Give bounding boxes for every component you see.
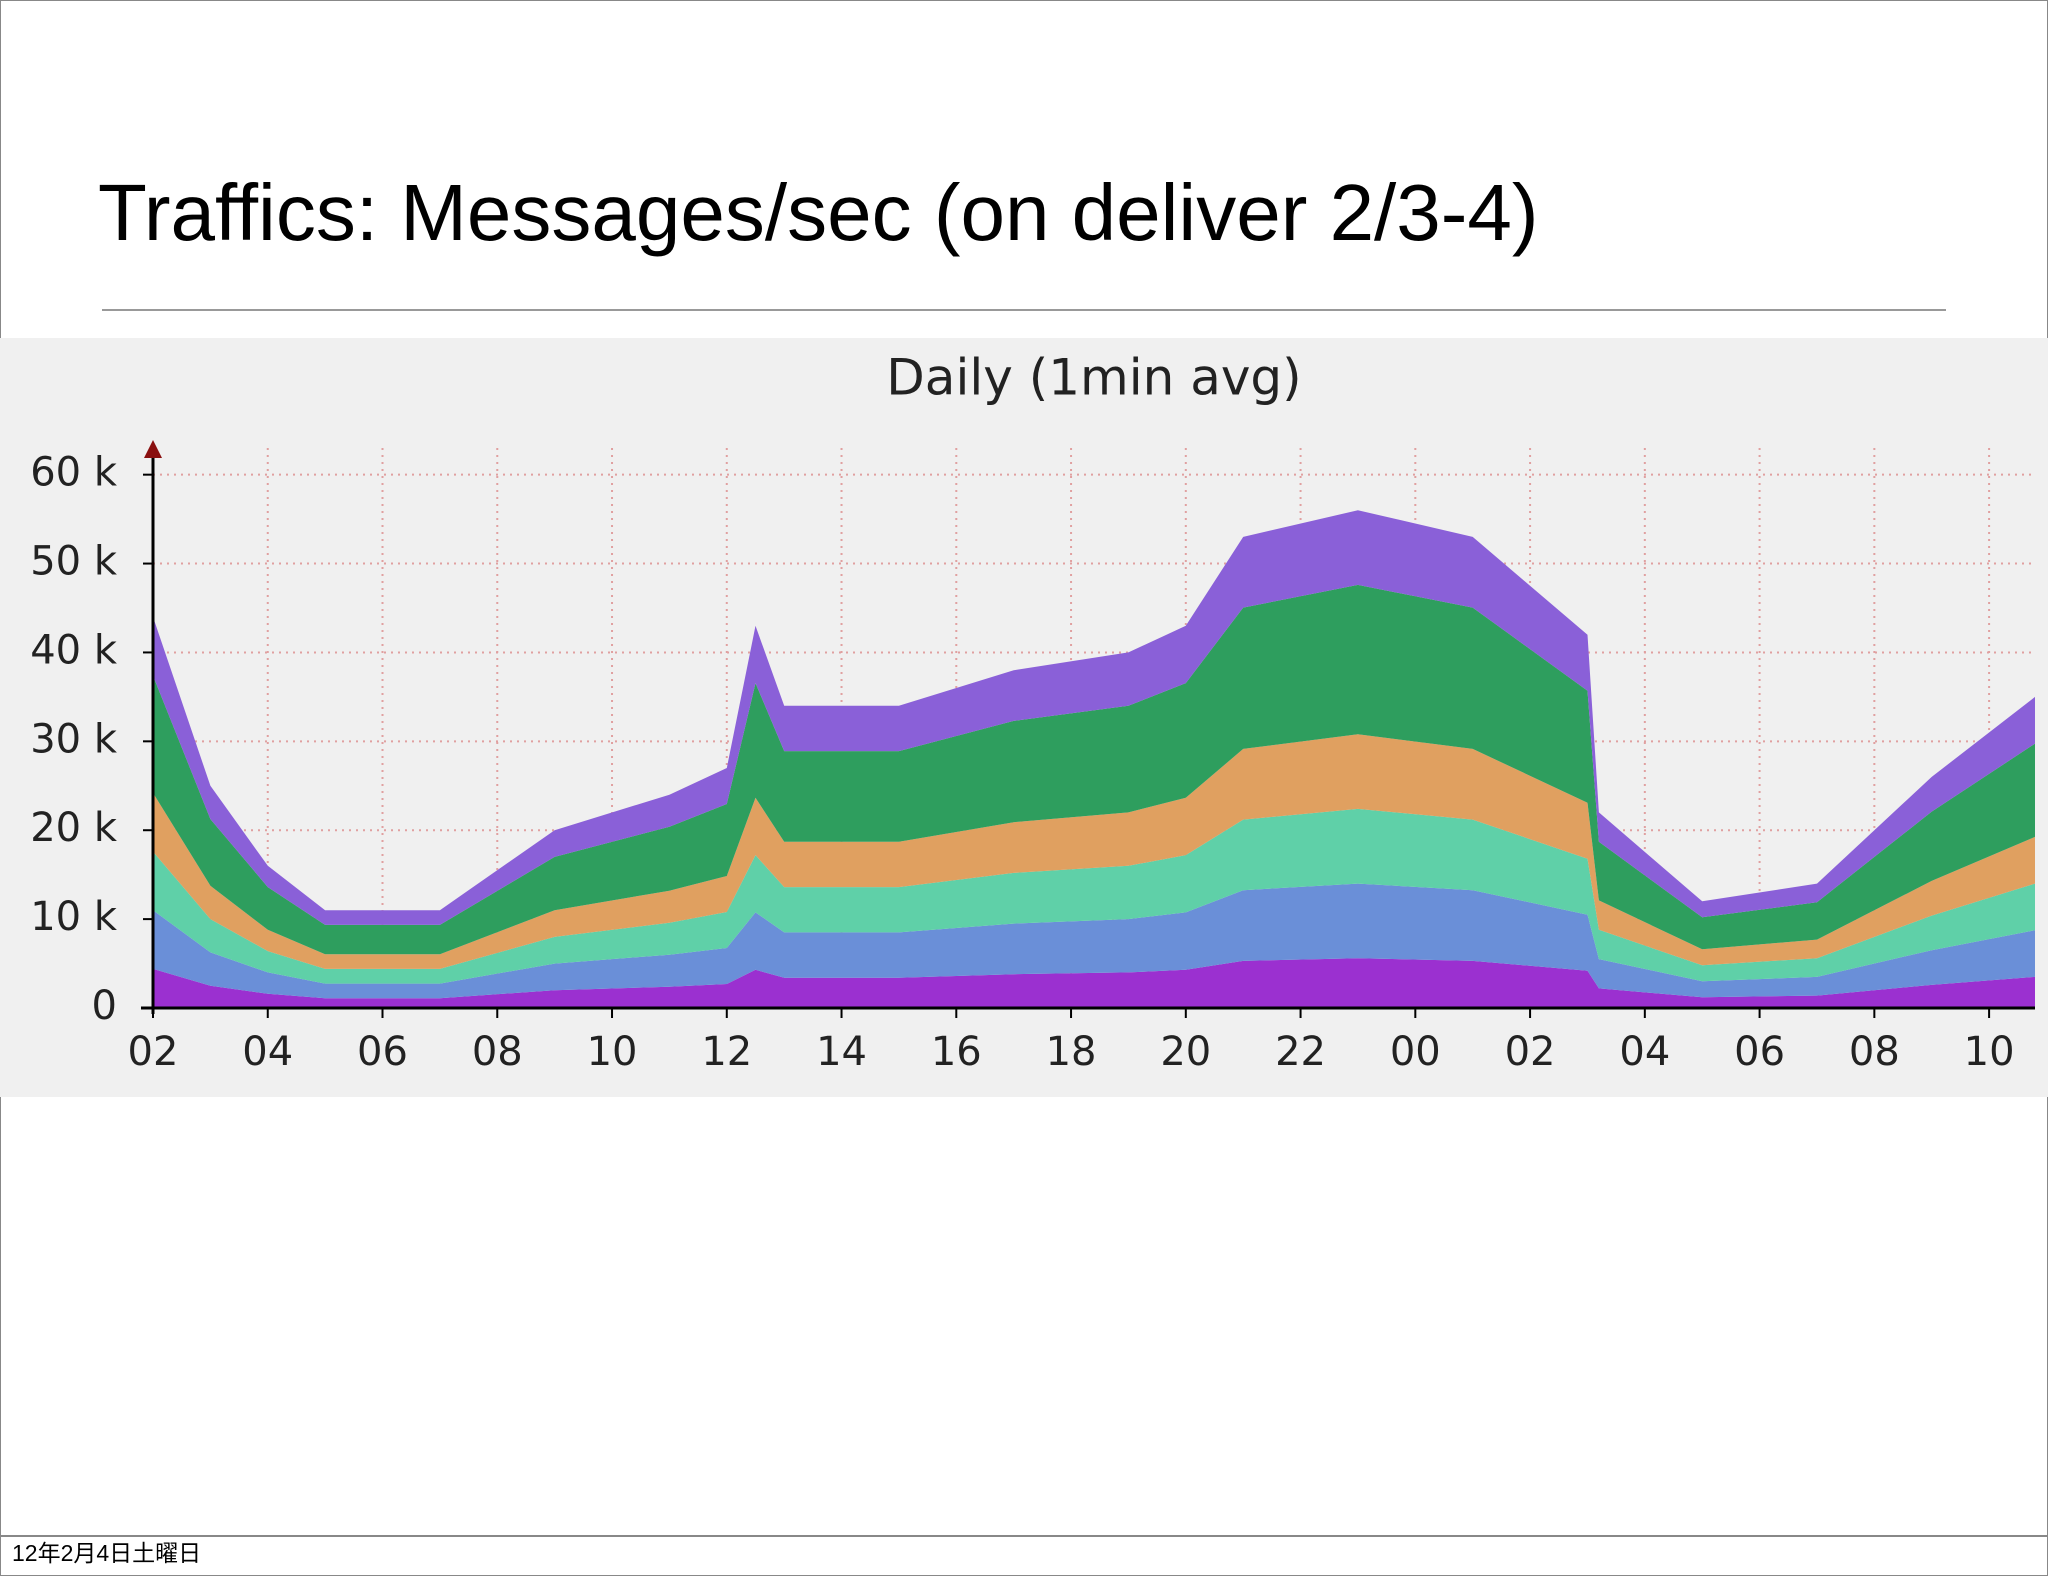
area-layer [153,510,2035,925]
slide-title: Traffics: Messages/sec (on deliver 2/3-4… [98,168,1539,257]
x-tick-label: 02 [128,1029,179,1075]
area-layer [153,808,2035,984]
chart-title: Daily (1min avg) [886,349,1301,407]
x-tick-label: 02 [1505,1029,1556,1075]
y-tick-label: 10 k [30,894,118,940]
y-tick-label: 20 k [30,805,118,851]
y-tick-label: 50 k [30,539,118,585]
x-tick-label: 20 [1160,1029,1211,1075]
y-tick-label: 40 k [30,627,118,673]
x-tick-label: 18 [1046,1029,1097,1075]
x-tick-label: 12 [701,1029,752,1075]
x-tick-label: 08 [472,1029,523,1075]
area-layer [153,584,2035,955]
x-tick-label: 16 [931,1029,982,1075]
x-tick-label: 06 [357,1029,408,1075]
plot: 0 10 k 20 k 30 k 40 k 50 k 60 k 02 04 06 08 10 12 14 1… [30,440,2035,1075]
x-tick-label: 10 [587,1029,638,1075]
area-layer [153,734,2035,969]
footer-date: 12年2月4日土曜日 [12,1540,201,1566]
area-layer [153,958,2035,1008]
y-axis-arrow [144,440,162,458]
area-layer [153,883,2035,999]
x-tick-label: 10 [1964,1029,2015,1075]
x-tick-label: 04 [242,1029,293,1075]
y-tick-label: 30 k [30,716,118,762]
y-tick-label: 60 k [30,450,118,496]
x-tick-label: 22 [1275,1029,1326,1075]
x-tick-label: 00 [1390,1029,1441,1075]
x-tick-label: 04 [1619,1029,1670,1075]
x-tick-label: 08 [1849,1029,1900,1075]
x-tick-label: 14 [816,1029,867,1075]
x-tick-label: 06 [1734,1029,1785,1075]
y-tick-label: 0 [92,983,117,1029]
